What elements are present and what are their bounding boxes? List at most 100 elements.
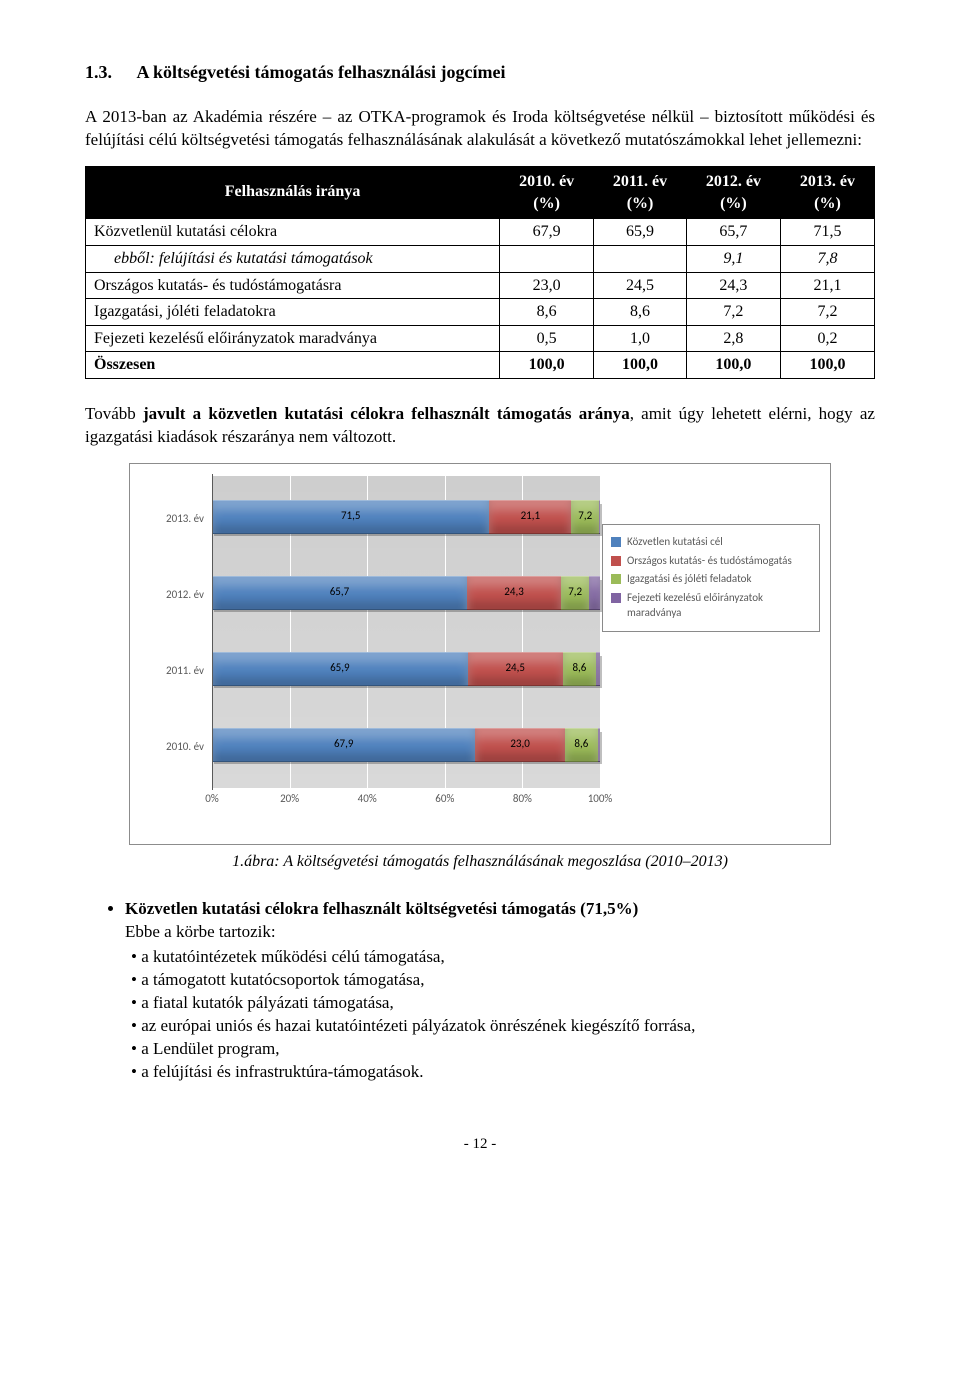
table-row: Összesen100,0100,0100,0100,0 [86,352,875,379]
figure-caption: 1.ábra: A költségvetési támogatás felhas… [85,851,875,873]
row-value: 7,2 [780,299,874,326]
chart-y-label: 2010. év [166,740,212,755]
row-label: Közvetlenül kutatási célokra [86,219,500,246]
legend-swatch [611,593,621,603]
row-value: 71,5 [780,219,874,246]
row-value: 24,5 [594,272,687,299]
table-corner: Felhasználás iránya [86,167,500,219]
row-value: 23,0 [500,272,594,299]
sub-bullet: a támogatott kutatócsoportok támogatása, [131,969,875,992]
col-label: 2013. év [787,171,868,193]
col-sub: (%) [600,193,680,215]
intro-paragraph: A 2013-ban az Akadémia részére – az OTKA… [85,106,875,152]
sub-bullet: a fiatal kutatók pályázati támogatása, [131,992,875,1015]
chart-y-label: 2011. év [166,664,212,679]
legend-label: Fejezeti kezelésű előirányzatok maradván… [627,591,811,621]
chart-x-tick: 20% [280,792,299,807]
chart-x-tick: 0% [205,792,218,807]
row-value: 67,9 [500,219,594,246]
row-value: 21,1 [780,272,874,299]
legend-label: Országos kutatás- és tudóstámogatás [627,554,792,569]
col-label: 2010. év [506,171,587,193]
table-col-2010: 2010. év (%) [500,167,594,219]
row-value: 2,8 [686,325,780,352]
page-number: - 12 - [85,1134,875,1154]
row-value: 7,2 [686,299,780,326]
table-col-2011: 2011. év (%) [594,167,687,219]
row-label: ebből: felújítási és kutatási támogatáso… [86,245,500,272]
chart-segment: 24,5 [468,652,563,686]
chart-x-tick: 60% [435,792,454,807]
sub-bullet: az európai uniós és hazai kutatóintézeti… [131,1015,875,1038]
table-row: Országos kutatás- és tudóstámogatásra23,… [86,272,875,299]
legend-item: Fejezeti kezelésű előirányzatok maradván… [611,591,811,621]
col-label: 2012. év [693,171,774,193]
chart-segment: 8,6 [565,728,598,762]
stacked-bar-chart: 2013. év71,521,17,22012. év65,724,37,220… [129,463,831,845]
chart-x-tick: 40% [358,792,377,807]
chart-plot: 2013. év71,521,17,2 2012. év65,724,37,2 20… [212,476,600,788]
table-row: ebből: felújítási és kutatási támogatáso… [86,245,875,272]
chart-x-tick: 80% [513,792,532,807]
row-value: 24,3 [686,272,780,299]
row-value: 0,5 [500,325,594,352]
chart-segment [599,500,600,534]
chart-segment [589,576,600,610]
row-value: 100,0 [594,352,687,379]
bullet-list: Közvetlen kutatási célokra felhasznált k… [125,898,875,1084]
sub-bullet: a kutatóintézetek működési célú támogatá… [131,946,875,969]
row-value: 65,7 [686,219,780,246]
row-value [594,245,687,272]
section-title-text: A költségvetési támogatás felhasználási … [137,62,506,82]
row-label: Összesen [86,352,500,379]
chart-x-axis: 0%20%40%60%80%100% [212,792,600,814]
row-label: Igazgatási, jóléti feladatokra [86,299,500,326]
chart-segment [598,728,600,762]
col-sub: (%) [506,193,587,215]
after-table-paragraph: Tovább javult a közvetlen kutatási célok… [85,403,875,449]
chart-bar-row: 2010. év67,923,08,6 [212,728,600,760]
chart-segment: 65,7 [212,576,467,610]
table-col-2013: 2013. év (%) [780,167,874,219]
legend-swatch [611,574,621,584]
chart-segment: 24,3 [467,576,561,610]
legend-label: Közvetlen kutatási cél [627,535,723,550]
chart-y-label: 2013. év [166,512,212,527]
row-value: 1,0 [594,325,687,352]
bullet-lead: Ebbe a körbe tartozik: [125,922,276,941]
after-table-bold: javult a közvetlen kutatási célokra felh… [143,404,630,423]
chart-bar-row: 2012. év65,724,37,2 [212,576,600,608]
table-col-2012: 2012. év (%) [686,167,780,219]
row-value [500,245,594,272]
figure-caption-text: A költségvetési támogatás felhasználásán… [280,853,728,870]
row-value: 100,0 [686,352,780,379]
legend-item: Igazgatási és jóléti feladatok [611,572,811,587]
chart-segment: 7,2 [561,576,589,610]
bullet-main: Közvetlen kutatási célokra felhasznált k… [125,898,875,1084]
chart-segment: 71,5 [212,500,489,534]
row-label: Országos kutatás- és tudóstámogatásra [86,272,500,299]
table-header-label: Felhasználás iránya [225,183,361,200]
figure-caption-lead: 1.ábra: [232,853,280,870]
sub-bullet: a Lendület program, [131,1038,875,1061]
section-heading: 1.3. A költségvetési támogatás felhaszná… [85,60,875,84]
legend-label: Igazgatási és jóléti feladatok [627,572,751,587]
chart-segment: 23,0 [475,728,564,762]
chart-legend: Közvetlen kutatási cél Országos kutatás- … [602,524,820,632]
row-value: 65,9 [594,219,687,246]
col-label: 2011. év [600,171,680,193]
chart-bar-row: 2013. év71,521,17,2 [212,500,600,532]
section-number: 1.3. [85,60,133,84]
table-row: Közvetlenül kutatási célokra67,965,965,7… [86,219,875,246]
col-sub: (%) [787,193,868,215]
legend-item: Közvetlen kutatási cél [611,535,811,550]
col-sub: (%) [693,193,774,215]
chart-x-tick: 100% [588,792,613,807]
chart-y-label: 2012. év [166,588,212,603]
chart-bar-row: 2011. év65,924,58,6 [212,652,600,684]
legend-swatch [611,537,621,547]
row-value: 8,6 [594,299,687,326]
bullet-main-bold: Közvetlen kutatási célokra felhasznált k… [125,899,638,918]
row-value: 8,6 [500,299,594,326]
chart-segment [596,652,600,686]
